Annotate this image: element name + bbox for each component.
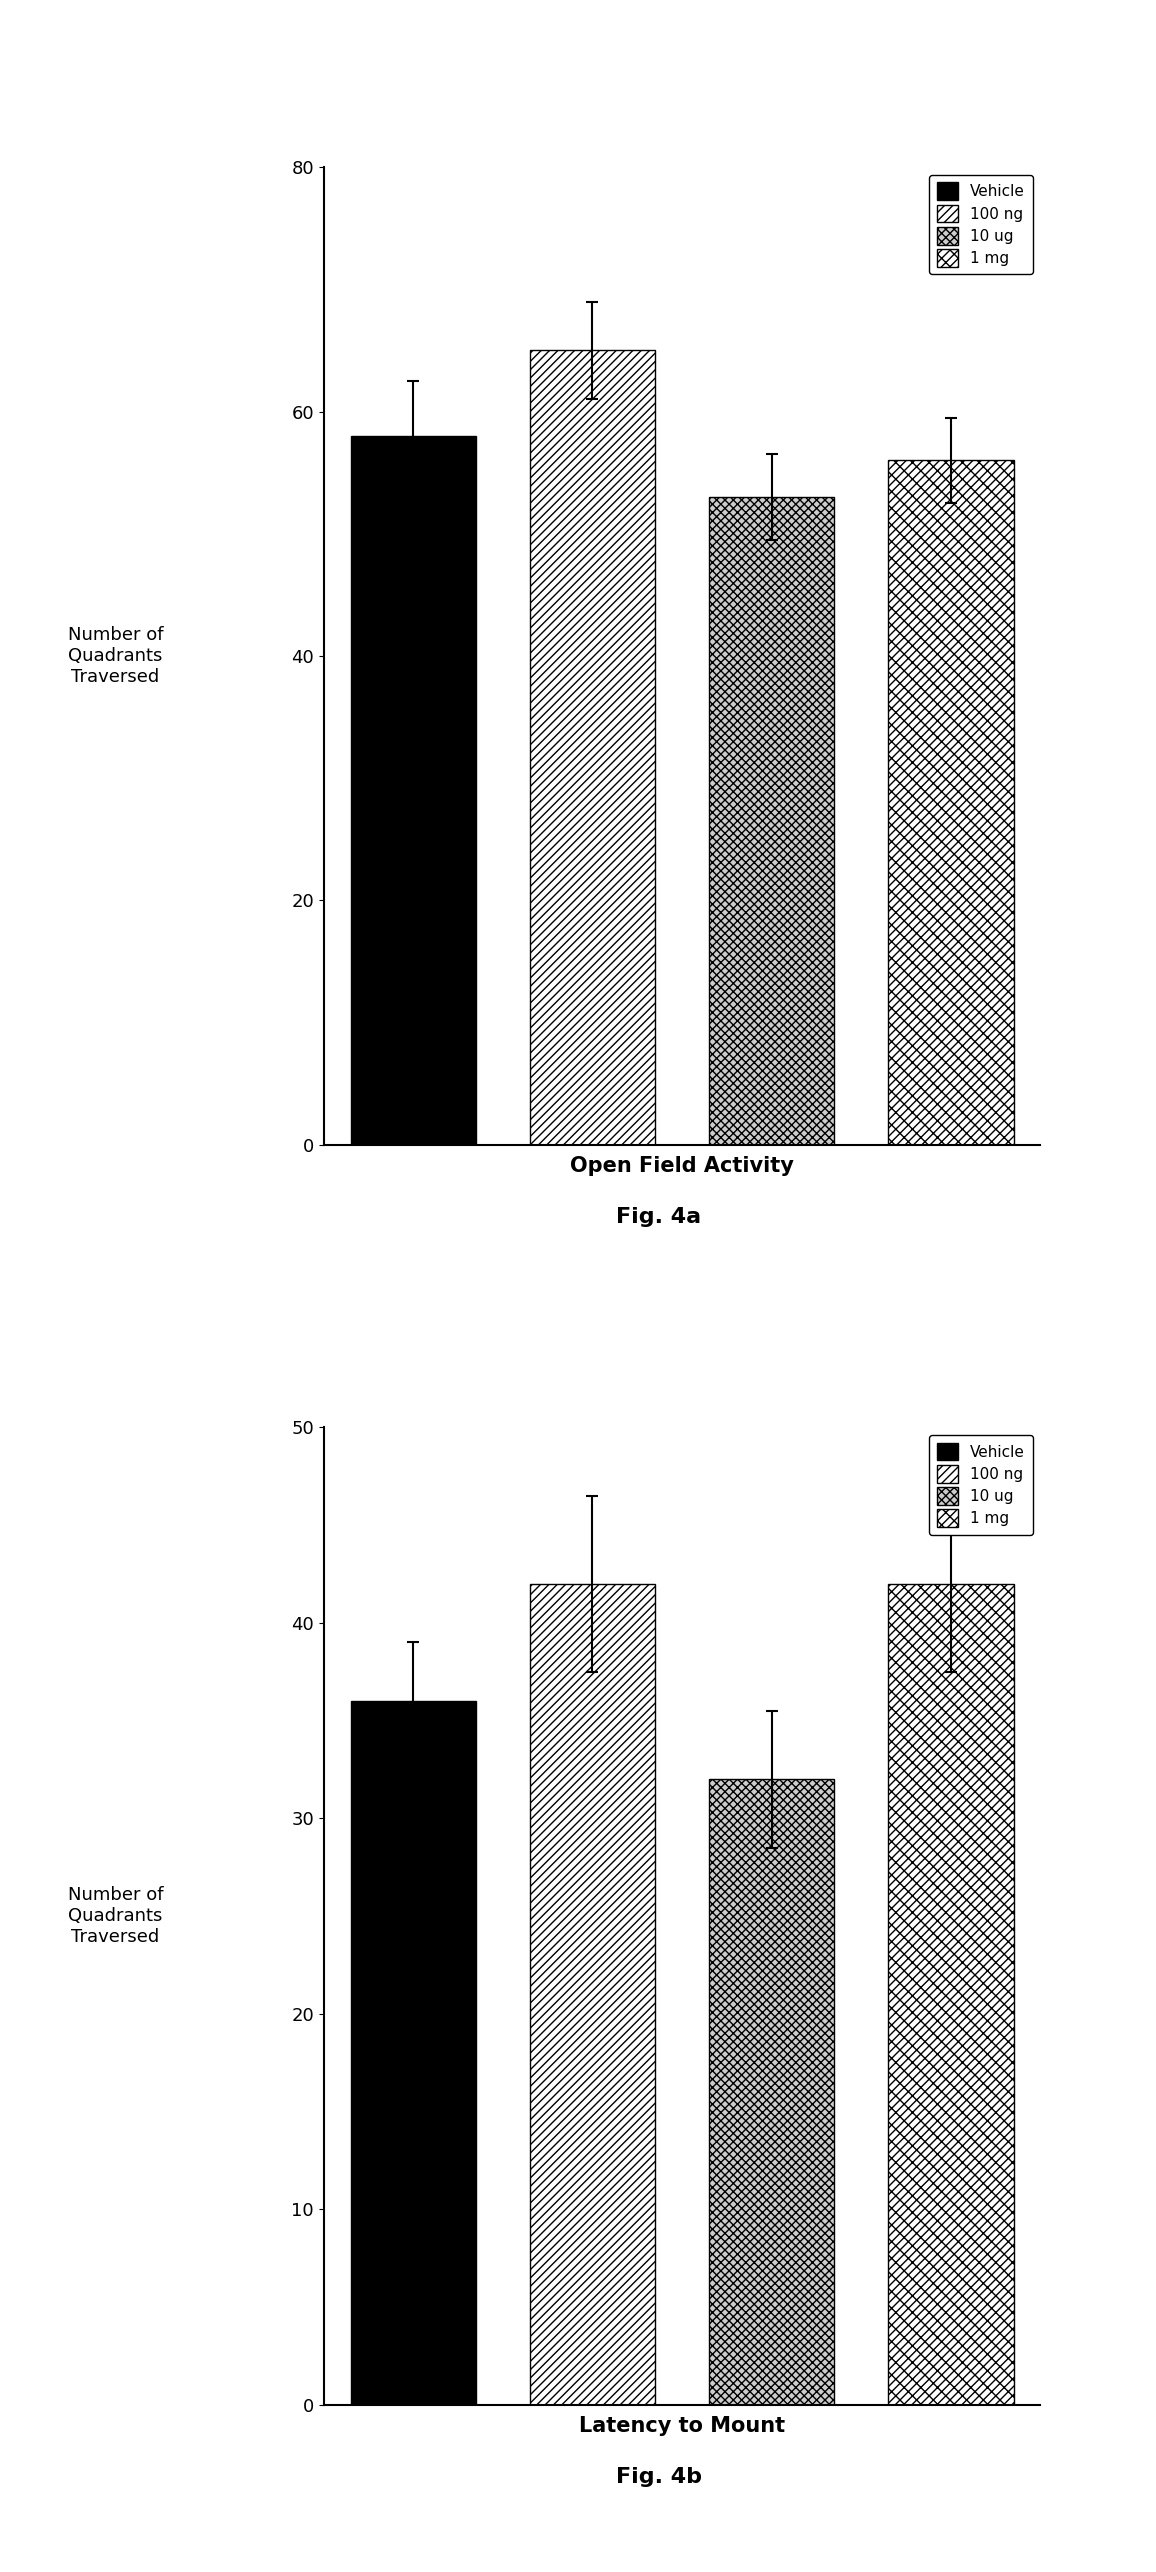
X-axis label: Open Field Activity: Open Field Activity <box>570 1155 794 1175</box>
Bar <box>350 1700 476 2405</box>
Bar <box>350 435 476 1145</box>
Bar <box>529 350 655 1145</box>
Legend: Vehicle, 100 ng, 10 ug, 1 mg: Vehicle, 100 ng, 10 ug, 1 mg <box>929 175 1032 275</box>
Bar <box>888 460 1014 1145</box>
Text: Fig. 4a: Fig. 4a <box>616 1206 702 1227</box>
Text: Number of
Quadrants
Traversed: Number of Quadrants Traversed <box>68 625 163 687</box>
Bar <box>709 1780 835 2405</box>
Text: Number of
Quadrants
Traversed: Number of Quadrants Traversed <box>68 1885 163 1947</box>
Bar <box>888 1584 1014 2405</box>
Legend: Vehicle, 100 ng, 10 ug, 1 mg: Vehicle, 100 ng, 10 ug, 1 mg <box>929 1435 1032 1535</box>
Bar <box>529 1584 655 2405</box>
X-axis label: Latency to Mount: Latency to Mount <box>579 2415 785 2436</box>
Text: Fig. 4b: Fig. 4b <box>616 2467 702 2487</box>
Bar <box>709 496 835 1145</box>
